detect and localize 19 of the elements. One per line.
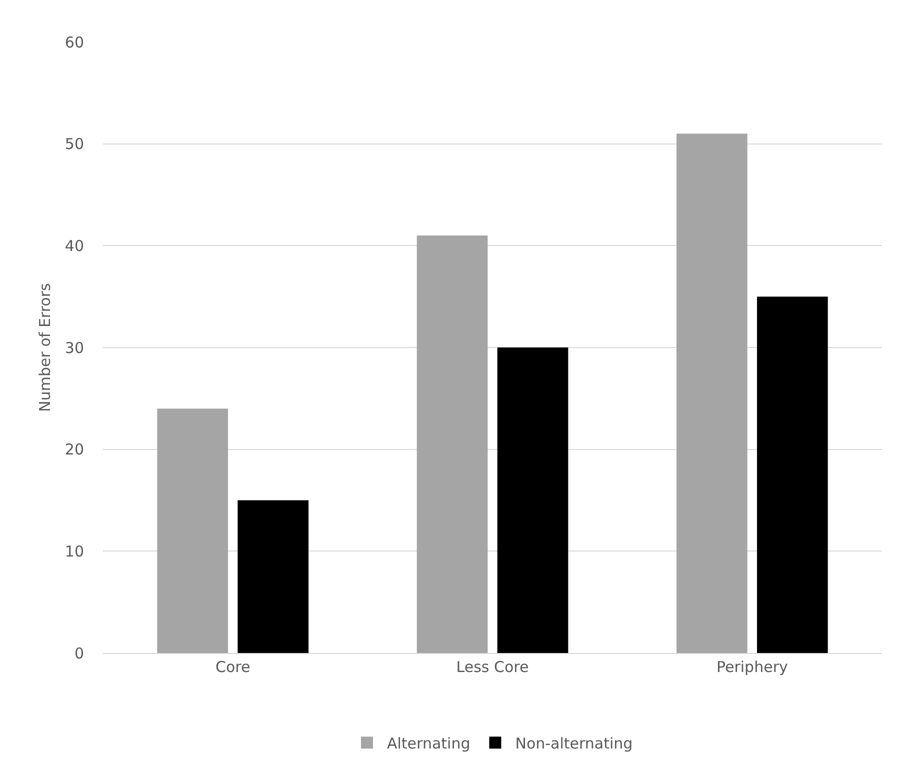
x-tick-label: Periphery <box>716 658 788 676</box>
bar <box>676 134 748 653</box>
y-tick-label: 50 <box>64 135 84 154</box>
bar <box>757 296 828 653</box>
legend-label: Non-alternating <box>515 734 633 752</box>
bar <box>238 500 308 653</box>
y-tick-label: 20 <box>64 440 84 459</box>
bar <box>157 408 228 653</box>
bar <box>497 348 568 653</box>
legend-label: Alternating <box>387 734 470 752</box>
y-tick-label: 0 <box>74 644 84 662</box>
y-tick-label: 30 <box>64 338 84 357</box>
y-tick-label: 60 <box>64 33 84 52</box>
y-tick-label: 40 <box>64 236 84 255</box>
x-tick-label: Less Core <box>456 658 529 676</box>
y-tick-label: 10 <box>64 542 84 560</box>
y-axis-title: Number of Errors <box>36 283 54 412</box>
x-tick-label: Core <box>215 658 250 676</box>
bar <box>416 235 488 653</box>
